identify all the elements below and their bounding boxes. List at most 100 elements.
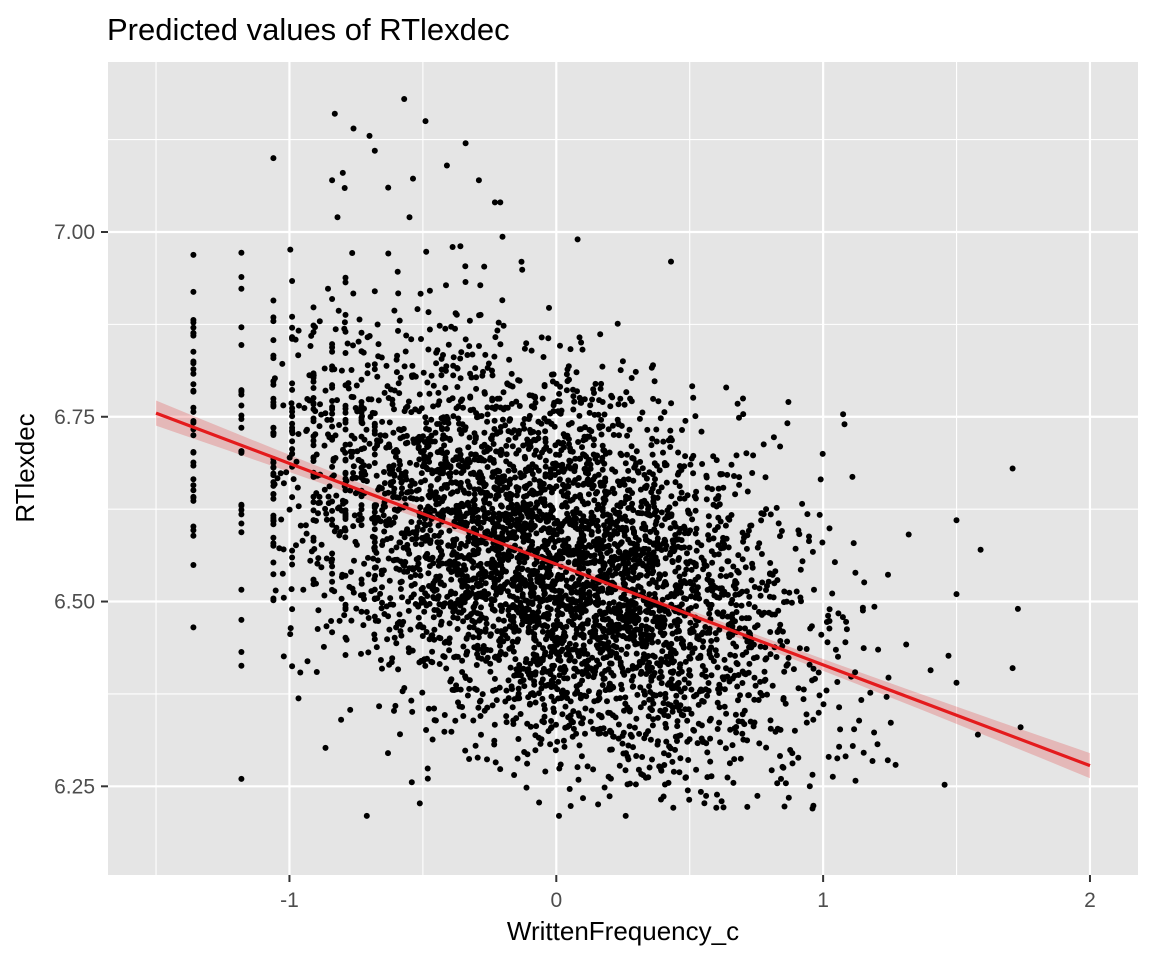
data-point (757, 592, 764, 599)
data-point (642, 533, 649, 540)
data-point (639, 409, 646, 416)
data-point (616, 615, 622, 622)
data-point (590, 623, 597, 630)
data-point (316, 318, 323, 325)
data-point (599, 399, 606, 405)
data-point (289, 420, 296, 427)
data-point (408, 779, 415, 786)
data-point (491, 529, 498, 536)
data-point (447, 600, 454, 607)
data-point (415, 614, 422, 621)
data-point (473, 591, 480, 598)
data-point (686, 667, 693, 674)
data-point (287, 631, 294, 638)
data-point (530, 524, 537, 531)
data-point (661, 762, 668, 768)
data-point (681, 495, 688, 502)
data-point (541, 611, 548, 618)
data-point (535, 429, 542, 436)
data-point (562, 499, 569, 506)
data-point (497, 424, 504, 430)
data-point (295, 695, 302, 702)
data-point (395, 327, 401, 334)
data-point (477, 560, 484, 567)
data-point (512, 656, 519, 663)
data-point (759, 579, 766, 586)
data-point (678, 544, 685, 551)
data-point (378, 567, 385, 574)
data-point (270, 495, 277, 502)
data-point (429, 586, 436, 593)
data-point (757, 643, 764, 650)
data-point (446, 527, 453, 534)
data-point (633, 448, 640, 455)
data-point (602, 488, 609, 495)
data-point (385, 184, 392, 191)
data-point (420, 658, 427, 664)
data-point (699, 663, 706, 669)
data-point (605, 542, 612, 549)
data-point (739, 556, 746, 563)
data-point (884, 757, 891, 764)
data-point (358, 329, 365, 336)
data-point (624, 610, 631, 617)
data-point (679, 427, 685, 433)
data-point (509, 581, 515, 588)
data-point (590, 386, 597, 393)
data-point (539, 657, 546, 664)
data-point (629, 455, 636, 461)
data-point (408, 519, 415, 525)
data-point (526, 467, 532, 474)
data-point (661, 630, 668, 637)
data-point (763, 506, 770, 513)
data-point (756, 585, 763, 592)
data-point (444, 484, 450, 491)
data-point (524, 436, 531, 443)
data-point (493, 697, 500, 704)
data-point (660, 700, 667, 707)
data-point (668, 400, 675, 407)
data-point (379, 418, 386, 425)
data-point (322, 744, 329, 751)
data-point (549, 506, 556, 513)
data-point (477, 628, 484, 635)
data-point (350, 394, 357, 401)
data-point (775, 607, 782, 614)
data-point (435, 522, 442, 529)
data-point (713, 636, 720, 643)
data-point (885, 674, 892, 681)
data-point (553, 721, 559, 728)
data-point (539, 563, 546, 570)
data-point (369, 515, 376, 522)
data-point (537, 573, 544, 580)
data-point (837, 726, 844, 733)
data-point (342, 311, 349, 318)
data-point (456, 545, 463, 552)
data-point (444, 506, 451, 513)
data-point (495, 319, 502, 326)
data-point (541, 651, 548, 658)
data-point (310, 442, 317, 449)
data-point (329, 436, 336, 443)
data-point (727, 572, 734, 578)
data-point (861, 579, 868, 586)
data-point (732, 618, 738, 625)
data-point (336, 504, 343, 511)
data-point (662, 546, 669, 552)
data-point (342, 279, 349, 286)
data-point (637, 704, 644, 711)
data-point (585, 688, 592, 695)
data-point (476, 539, 483, 546)
data-point (342, 601, 349, 608)
data-point (784, 638, 791, 645)
data-point (510, 721, 517, 727)
data-point (471, 644, 478, 651)
data-point (382, 432, 389, 439)
data-point (541, 719, 547, 726)
data-point (515, 685, 522, 692)
data-point (673, 536, 680, 543)
data-point (585, 657, 592, 664)
data-point (283, 469, 290, 476)
data-point (784, 661, 791, 668)
data-point (669, 559, 676, 566)
